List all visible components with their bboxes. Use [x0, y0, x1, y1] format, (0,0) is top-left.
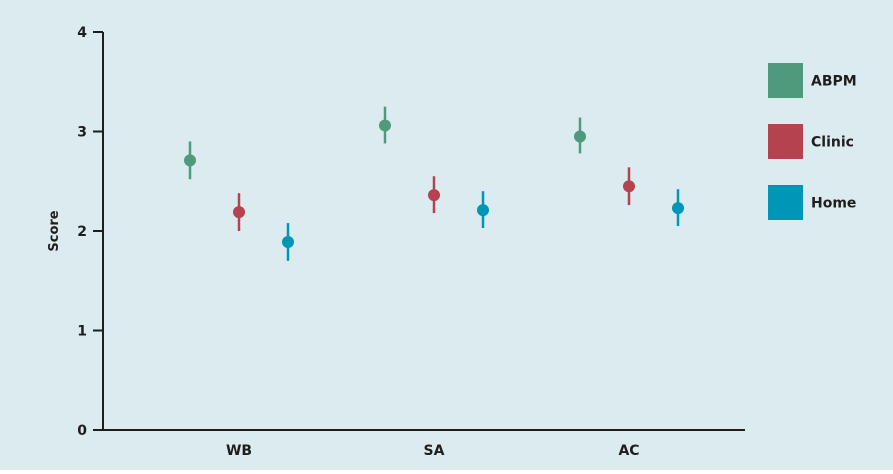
- y-tick-label: 0: [77, 423, 87, 439]
- data-point: [233, 206, 245, 219]
- y-tick-label: 3: [77, 125, 87, 141]
- data-point: [428, 189, 440, 202]
- x-tick-label: SA: [424, 443, 445, 459]
- axes: 0 1 2 3 4 WB SA AC Score: [47, 25, 745, 459]
- legend-label: Clinic: [811, 135, 854, 151]
- data-point: [623, 180, 635, 193]
- y-tick-label: 4: [77, 25, 87, 41]
- y-axis-label: Score: [47, 210, 62, 251]
- legend-swatch: [768, 185, 803, 220]
- data-marks: [184, 106, 684, 261]
- data-point: [574, 130, 586, 143]
- legend-swatch: [768, 124, 803, 159]
- data-point: [672, 202, 684, 215]
- x-tick-label: AC: [618, 443, 639, 459]
- data-point: [379, 119, 391, 132]
- data-point: [184, 154, 196, 167]
- legend: ABPM Clinic Home: [768, 63, 857, 220]
- legend-label: ABPM: [811, 74, 857, 90]
- legend-label: Home: [811, 196, 856, 212]
- y-tick-label: 1: [77, 324, 87, 340]
- x-tick-label: WB: [226, 443, 252, 459]
- y-tick-label: 2: [77, 224, 87, 240]
- data-point: [282, 235, 294, 248]
- data-point: [477, 204, 489, 217]
- legend-swatch: [768, 63, 803, 98]
